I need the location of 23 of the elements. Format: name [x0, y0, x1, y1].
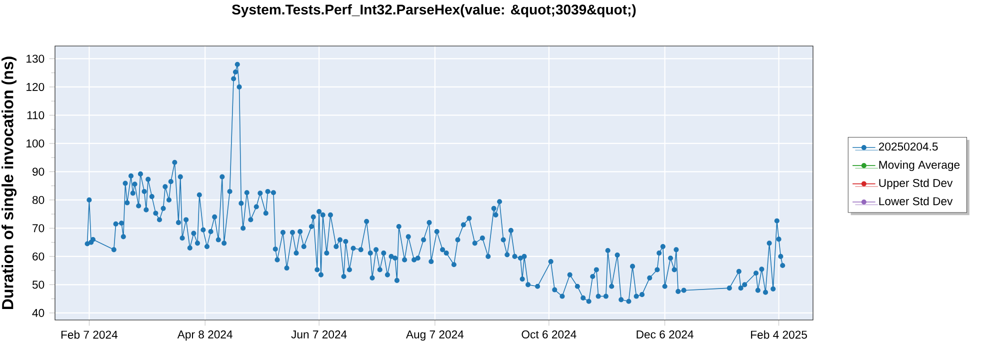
- x-tick-label: Jun 7 2024: [291, 330, 347, 338]
- y-tick-label: 70: [32, 224, 44, 232]
- y-tick-label: 120: [26, 82, 44, 91]
- legend-label: Lower Std Dev: [879, 196, 953, 206]
- legend-label: Upper Std Dev: [879, 178, 953, 190]
- x-tick-label: Feb 4 2025: [751, 330, 807, 339]
- y-tick-label: 100: [26, 139, 44, 148]
- x-tick-label: Feb 7 2024: [61, 330, 118, 339]
- y-tick-label: 60: [32, 252, 44, 260]
- legend-label: 20250204.5: [878, 142, 938, 151]
- y-axis-title: Duration of single invocation (ns): [2, 56, 17, 310]
- y-tick-label: 50: [32, 280, 44, 289]
- x-tick-label: Aug 7 2024: [406, 330, 464, 341]
- y-tick-label: 130: [26, 54, 44, 63]
- y-tick-label: 90: [32, 168, 44, 176]
- y-tick-label: 110: [27, 111, 44, 120]
- legend-label: Moving Average: [879, 160, 960, 172]
- x-tick-label: Oct 6 2024: [522, 330, 576, 338]
- x-tick-label: Dec 6 2024: [636, 330, 694, 338]
- y-tick-label: 80: [32, 196, 44, 204]
- y-tick-label: 40: [32, 308, 44, 317]
- x-tick-label: Apr 8 2024: [177, 330, 232, 341]
- chart-title: System.Tests.Perf_Int32.ParseHex(value: &quot;3039&quot;): [232, 4, 636, 18]
